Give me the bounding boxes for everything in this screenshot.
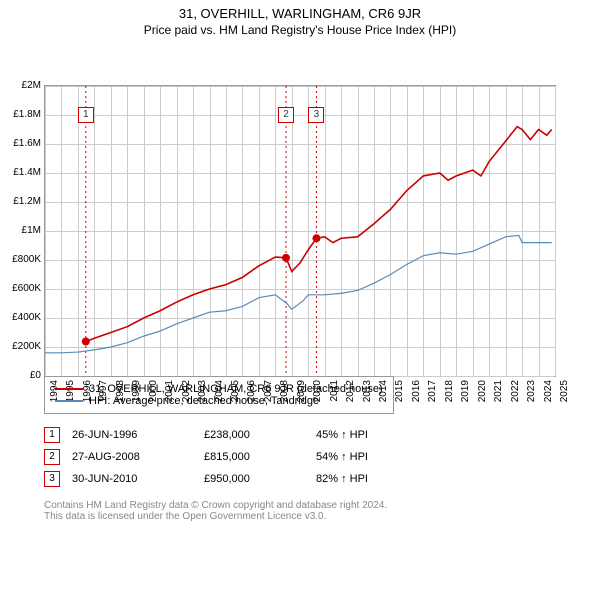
event-marker-box: 1 xyxy=(78,107,94,123)
series-marker-property xyxy=(282,254,290,262)
legend-label: 31, OVERHILL, WARLINGHAM, CR6 9JR (detac… xyxy=(89,383,383,395)
series-line-hpi xyxy=(45,235,552,352)
x-axis-label: 2015 xyxy=(394,380,405,402)
transaction-pct: 82% ↑ HPI xyxy=(316,468,380,490)
series-marker-property xyxy=(82,337,90,345)
series-marker-property xyxy=(312,234,320,242)
y-axis-label: £800K xyxy=(12,254,41,265)
y-axis-label: £2M xyxy=(22,80,41,91)
transaction-pct: 54% ↑ HPI xyxy=(316,446,380,468)
y-axis-label: £0 xyxy=(30,370,41,381)
transaction-price: £950,000 xyxy=(204,468,316,490)
transaction-pct: 45% ↑ HPI xyxy=(316,424,380,446)
transaction-row: 3 30-JUN-2010£950,00082% ↑ HPI xyxy=(44,468,380,490)
transaction-row: 1 26-JUN-1996£238,00045% ↑ HPI xyxy=(44,424,380,446)
legend-item: HPI: Average price, detached house, Tand… xyxy=(55,395,383,407)
y-axis-label: £200K xyxy=(12,341,41,352)
x-axis-label: 2020 xyxy=(477,380,488,402)
y-axis-label: £400K xyxy=(12,312,41,323)
chart-svg xyxy=(45,86,555,376)
series-line-property xyxy=(86,127,552,342)
footer-line1: Contains HM Land Registry data © Crown c… xyxy=(44,500,387,511)
x-axis-label: 2023 xyxy=(526,380,537,402)
y-axis-label: £1.8M xyxy=(13,109,41,120)
transaction-date: 30-JUN-2010 xyxy=(72,468,204,490)
x-axis-label: 2016 xyxy=(411,380,422,402)
y-axis-label: £1.6M xyxy=(13,138,41,149)
transaction-price: £238,000 xyxy=(204,424,316,446)
chart-plot-area: £0£200K£400K£600K£800K£1M£1.2M£1.4M£1.6M… xyxy=(44,85,556,377)
y-axis-label: £1M xyxy=(22,225,41,236)
y-axis-label: £1.2M xyxy=(13,196,41,207)
event-marker-box: 2 xyxy=(278,107,294,123)
legend: 31, OVERHILL, WARLINGHAM, CR6 9JR (detac… xyxy=(44,376,394,414)
chart-title: 31, OVERHILL, WARLINGHAM, CR6 9JR Price … xyxy=(0,0,600,37)
figure-container: 31, OVERHILL, WARLINGHAM, CR6 9JR Price … xyxy=(0,0,600,590)
transaction-row: 2 27-AUG-2008£815,00054% ↑ HPI xyxy=(44,446,380,468)
title-line1: 31, OVERHILL, WARLINGHAM, CR6 9JR xyxy=(0,6,600,21)
legend-swatch xyxy=(55,400,83,402)
title-line2: Price paid vs. HM Land Registry's House … xyxy=(0,23,600,37)
grid-line-v xyxy=(555,86,556,376)
legend-label: HPI: Average price, detached house, Tand… xyxy=(89,395,319,407)
footer-line2: This data is licensed under the Open Gov… xyxy=(44,511,387,522)
transaction-marker-box: 3 xyxy=(44,471,60,487)
x-axis-label: 2025 xyxy=(559,380,570,402)
transactions-table: 1 26-JUN-1996£238,00045% ↑ HPI 2 27-AUG-200… xyxy=(44,424,380,490)
event-marker-box: 3 xyxy=(308,107,324,123)
x-axis-label: 2024 xyxy=(543,380,554,402)
x-axis-label: 2017 xyxy=(427,380,438,402)
y-axis-label: £1.4M xyxy=(13,167,41,178)
transaction-date: 27-AUG-2008 xyxy=(72,446,204,468)
y-axis-label: £600K xyxy=(12,283,41,294)
x-axis-label: 2019 xyxy=(460,380,471,402)
x-axis-label: 2021 xyxy=(493,380,504,402)
footer-attribution: Contains HM Land Registry data © Crown c… xyxy=(44,500,387,522)
x-axis-label: 2018 xyxy=(444,380,455,402)
x-axis-label: 2022 xyxy=(510,380,521,402)
legend-swatch xyxy=(55,388,83,390)
transaction-marker-box: 2 xyxy=(44,449,60,465)
transaction-marker-box: 1 xyxy=(44,427,60,443)
transaction-date: 26-JUN-1996 xyxy=(72,424,204,446)
legend-item: 31, OVERHILL, WARLINGHAM, CR6 9JR (detac… xyxy=(55,383,383,395)
transaction-price: £815,000 xyxy=(204,446,316,468)
